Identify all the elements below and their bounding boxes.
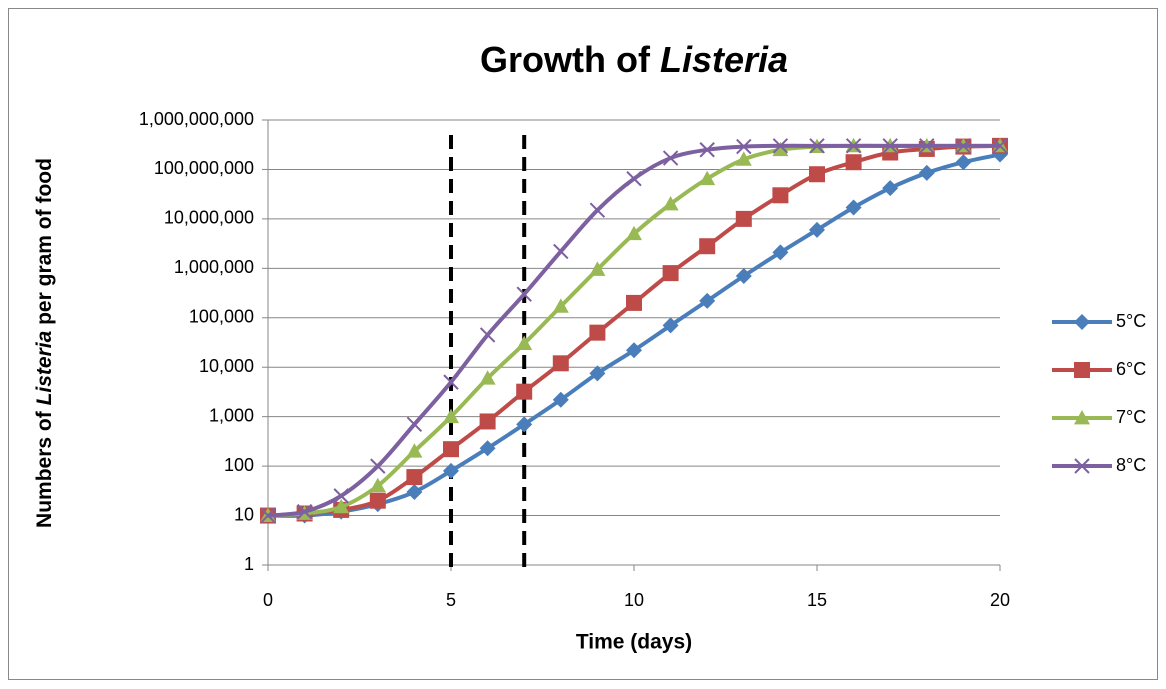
marker xyxy=(736,138,752,155)
marker xyxy=(772,138,789,154)
marker xyxy=(552,391,569,408)
marker xyxy=(626,225,642,241)
marker xyxy=(772,141,789,157)
marker xyxy=(772,244,789,261)
legend-label: 5°C xyxy=(1116,311,1146,331)
y-axis-label: Numbers of Listeria per gram of food xyxy=(33,158,56,528)
legend-marker xyxy=(1074,314,1090,330)
marker xyxy=(662,150,679,166)
legend-label: 8°C xyxy=(1116,455,1146,475)
marker xyxy=(699,238,716,255)
marker xyxy=(772,187,789,204)
marker xyxy=(479,327,496,343)
marker xyxy=(406,483,423,500)
marker xyxy=(443,462,459,479)
marker xyxy=(406,443,423,458)
y-tick-label: 1 xyxy=(244,554,254,574)
marker xyxy=(882,138,898,154)
y-tick-label: 1,000,000,000 xyxy=(139,109,254,129)
marker xyxy=(406,416,423,433)
legend-marker xyxy=(1074,458,1090,474)
marker xyxy=(479,440,496,457)
marker xyxy=(369,492,386,509)
marker xyxy=(735,210,752,227)
legend-label: 6°C xyxy=(1116,359,1146,379)
marker xyxy=(369,477,386,493)
marker xyxy=(662,196,679,211)
y-tick-label: 1,000,000 xyxy=(174,257,254,277)
marker xyxy=(516,286,532,302)
y-tick-label: 10,000,000 xyxy=(164,208,254,228)
marker xyxy=(443,374,459,390)
marker xyxy=(699,170,716,186)
marker xyxy=(479,370,496,385)
marker xyxy=(626,170,642,187)
marker xyxy=(662,317,679,334)
marker xyxy=(516,383,533,400)
marker xyxy=(370,458,386,474)
marker xyxy=(809,166,825,183)
marker xyxy=(735,151,752,166)
x-tick-label: 20 xyxy=(990,590,1010,610)
marker xyxy=(626,294,642,311)
chart-title: Growth of Listeria xyxy=(480,39,788,80)
x-tick-label: 0 xyxy=(263,590,273,610)
marker xyxy=(626,342,642,359)
marker xyxy=(589,365,606,382)
legend-marker xyxy=(1074,410,1090,425)
marker xyxy=(809,221,825,238)
y-tick-label: 100 xyxy=(224,455,254,475)
marker xyxy=(918,164,935,181)
y-tick-label: 10,000 xyxy=(199,356,254,376)
marker xyxy=(992,138,1008,154)
marker xyxy=(809,138,825,154)
marker xyxy=(516,416,533,433)
marker xyxy=(955,154,972,171)
marker xyxy=(406,469,423,486)
y-tick-label: 10 xyxy=(234,504,254,524)
x-tick-label: 10 xyxy=(624,590,644,610)
marker xyxy=(845,199,862,216)
marker xyxy=(479,413,496,430)
marker xyxy=(589,261,606,276)
marker xyxy=(552,355,569,372)
marker xyxy=(699,142,715,158)
marker xyxy=(589,324,606,341)
marker xyxy=(260,507,276,524)
marker xyxy=(845,138,862,154)
marker xyxy=(955,138,972,154)
marker xyxy=(333,498,350,514)
marker xyxy=(882,180,899,197)
marker xyxy=(553,243,569,260)
marker xyxy=(333,488,349,504)
marker xyxy=(516,335,533,351)
y-tick-label: 1,000 xyxy=(209,405,254,425)
x-tick-label: 5 xyxy=(446,590,456,610)
marker xyxy=(919,138,935,154)
marker xyxy=(443,408,459,424)
x-axis-label: Time (days) xyxy=(576,631,692,654)
legend-label: 7°C xyxy=(1116,407,1146,427)
legend-marker xyxy=(1074,362,1090,378)
marker xyxy=(296,503,313,520)
marker xyxy=(845,154,862,171)
marker xyxy=(699,292,716,309)
marker xyxy=(735,267,752,284)
marker xyxy=(589,202,606,218)
marker xyxy=(662,265,679,282)
marker xyxy=(552,298,569,313)
marker xyxy=(443,441,459,458)
x-tick-label: 15 xyxy=(807,590,827,610)
y-tick-label: 100,000,000 xyxy=(154,158,254,178)
y-tick-label: 100,000 xyxy=(189,307,254,327)
